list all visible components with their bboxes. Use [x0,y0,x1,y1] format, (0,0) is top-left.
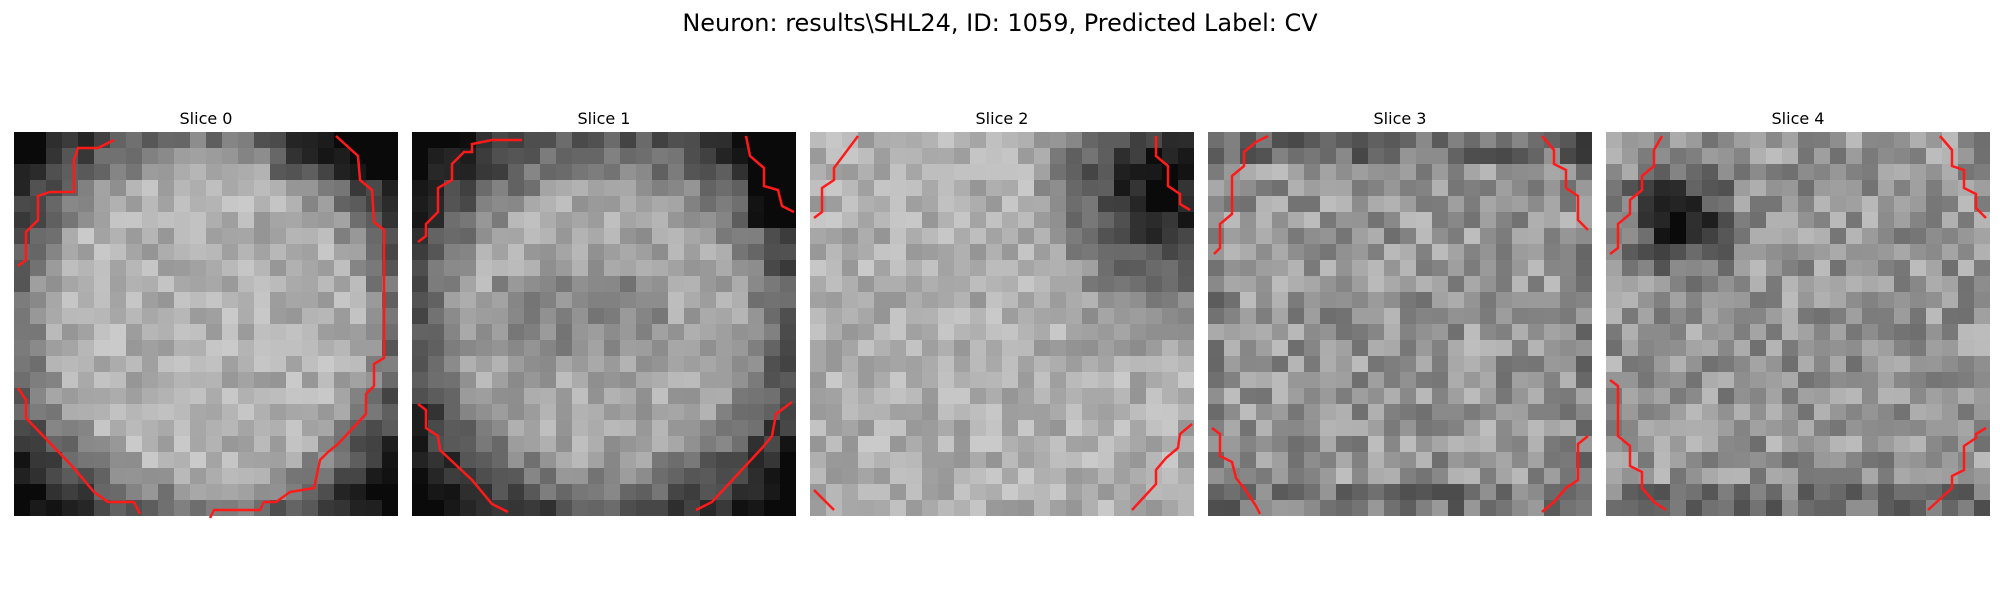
slice-title-1: Slice 1 [412,106,796,132]
contour-line-bottom-right [1542,436,1588,512]
slice-title-2: Slice 2 [810,106,1194,132]
contour-line-bottom-right [1928,428,1986,510]
contour-line-top-left [418,140,522,242]
contour-overlay-3 [1208,132,1592,516]
contour-line-top-right [1542,136,1588,230]
contour-line-bottom-left [1610,380,1666,510]
slice-title-0: Slice 0 [14,106,398,132]
figure-title: Neuron: results\SHL24, ID: 1059, Predict… [0,6,2000,40]
contour-line-top-left [814,136,858,218]
contour-line-top-left [1610,136,1662,254]
contour-overlay-1 [412,132,796,516]
slice-panel-1: Slice 1 [412,106,796,516]
contour-line-bottom-left [18,388,140,514]
slice-title-3: Slice 3 [1208,106,1592,132]
slice-panel-0: Slice 0 [14,106,398,516]
contour-overlay-4 [1606,132,1990,516]
contour-line-top-left [1214,136,1268,254]
contour-overlay-2 [810,132,1194,516]
contour-line-top-left [18,140,114,266]
slice-panel-2: Slice 2 [810,106,1194,516]
contour-line-right [210,136,384,518]
contour-line-bottom-right [696,402,792,510]
contour-line-bottom-right [1132,424,1192,510]
contour-line-bottom-left [814,490,834,510]
contour-line-bottom-left [1212,428,1260,514]
contour-line-top-right [1156,136,1190,210]
contour-line-top-right [746,136,794,212]
contour-line-top-right [1940,136,1986,218]
contour-line-bottom-left [418,404,508,512]
slice-panel-3: Slice 3 [1208,106,1592,516]
contour-overlay-0 [14,132,398,516]
slice-panel-4: Slice 4 [1606,106,1990,516]
slice-title-4: Slice 4 [1606,106,1990,132]
